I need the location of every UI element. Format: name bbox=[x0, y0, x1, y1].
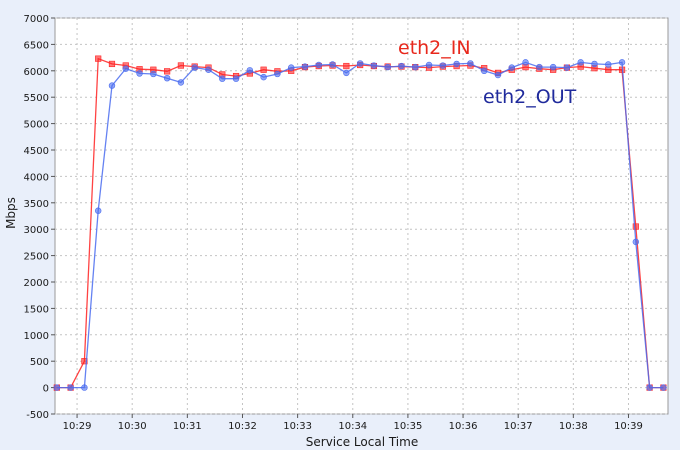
data-point bbox=[95, 55, 102, 62]
y-tick-labels: -500 0 500 1000 1500 2000 2500 3000 3500 4000 4500… bbox=[24, 14, 49, 421]
y-tick-label: 1500 bbox=[24, 304, 49, 315]
data-point bbox=[439, 62, 447, 69]
series-layer bbox=[53, 55, 667, 391]
data-point bbox=[425, 61, 433, 69]
y-tick-label: 6000 bbox=[24, 67, 49, 78]
y-tick-label: 3500 bbox=[24, 199, 49, 210]
x-tick-label: 10:34 bbox=[338, 421, 367, 432]
data-point bbox=[563, 64, 571, 71]
y-tick-label: 6500 bbox=[24, 40, 49, 51]
data-point bbox=[549, 63, 557, 71]
x-tick-labels: 10:29 10:30 10:31 10:32 10:33 10:34 10:35 10:36… bbox=[63, 421, 643, 432]
data-point bbox=[660, 384, 667, 391]
y-tick-label: 5000 bbox=[24, 120, 49, 131]
data-point bbox=[94, 207, 102, 214]
data-point bbox=[646, 384, 653, 391]
data-point bbox=[274, 70, 281, 78]
data-point bbox=[398, 62, 405, 70]
y-tick-label: -500 bbox=[26, 410, 49, 421]
data-point bbox=[632, 238, 640, 246]
data-point bbox=[67, 384, 74, 391]
data-point bbox=[329, 61, 336, 68]
data-point bbox=[605, 66, 612, 73]
y-axis-title: Mbps bbox=[4, 197, 18, 229]
data-point bbox=[108, 82, 116, 89]
data-point bbox=[122, 65, 129, 72]
data-point bbox=[191, 64, 198, 71]
data-point bbox=[219, 75, 226, 82]
y-tick-label: 2000 bbox=[24, 278, 49, 289]
data-point bbox=[81, 384, 88, 391]
series-label-eth2-in: eth2_IN bbox=[398, 37, 471, 59]
y-tick-label: 3000 bbox=[24, 225, 49, 236]
y-tick-label: 4000 bbox=[24, 172, 49, 183]
y-gridlines bbox=[51, 17, 668, 415]
data-point bbox=[343, 62, 350, 70]
data-point bbox=[384, 63, 391, 71]
y-tick-label: 7000 bbox=[24, 14, 49, 25]
data-point bbox=[287, 64, 295, 71]
x-tick-label: 10:30 bbox=[118, 421, 147, 432]
plot-area bbox=[54, 17, 669, 415]
y-tick-label: 500 bbox=[30, 357, 49, 368]
data-point bbox=[246, 67, 254, 74]
data-point bbox=[315, 61, 322, 69]
data-point bbox=[536, 63, 543, 71]
data-point bbox=[53, 384, 61, 391]
data-point bbox=[136, 70, 143, 77]
data-point bbox=[150, 70, 157, 78]
y-tick-label: 2500 bbox=[24, 252, 49, 263]
data-point bbox=[260, 73, 267, 81]
x-tick-label: 10:35 bbox=[393, 421, 422, 432]
data-point bbox=[260, 66, 267, 73]
y-tick-label: 0 bbox=[43, 384, 49, 395]
x-tick-label: 10:39 bbox=[614, 421, 643, 432]
x-gridlines bbox=[76, 18, 629, 418]
data-point bbox=[522, 59, 529, 66]
data-point bbox=[370, 62, 378, 69]
data-point bbox=[177, 62, 185, 69]
data-point bbox=[467, 60, 474, 67]
data-point bbox=[232, 75, 240, 82]
data-point bbox=[494, 71, 502, 79]
x-tick-label: 10:36 bbox=[449, 421, 478, 432]
y-tick-label: 1000 bbox=[24, 331, 49, 342]
x-axis-title: Service Local Time bbox=[306, 435, 418, 449]
x-tick-label: 10:33 bbox=[283, 421, 312, 432]
data-point bbox=[356, 60, 364, 67]
x-tick-label: 10:31 bbox=[173, 421, 202, 432]
x-tick-label: 10:38 bbox=[559, 421, 588, 432]
data-point bbox=[412, 63, 419, 71]
x-tick-label: 10:32 bbox=[228, 421, 257, 432]
data-point bbox=[81, 358, 88, 365]
data-point bbox=[163, 74, 171, 82]
data-point bbox=[108, 60, 116, 68]
data-point bbox=[301, 63, 309, 70]
x-tick-label: 10:37 bbox=[504, 421, 533, 432]
data-point bbox=[618, 59, 626, 66]
data-point bbox=[508, 64, 515, 71]
data-point bbox=[480, 67, 488, 75]
data-point bbox=[577, 59, 584, 66]
x-tick-label: 10:29 bbox=[63, 421, 92, 432]
data-point bbox=[605, 61, 612, 68]
data-point bbox=[205, 66, 212, 73]
series-eth2-out bbox=[53, 59, 667, 391]
data-point bbox=[177, 79, 185, 86]
data-point bbox=[453, 60, 460, 68]
y-tick-label: 5500 bbox=[24, 93, 49, 104]
series-label-eth2-out: eth2_OUT bbox=[483, 86, 577, 108]
data-point bbox=[591, 60, 598, 68]
data-point bbox=[164, 68, 171, 75]
y-tick-label: 4500 bbox=[24, 146, 49, 157]
data-point bbox=[343, 69, 350, 77]
data-point bbox=[632, 223, 639, 230]
